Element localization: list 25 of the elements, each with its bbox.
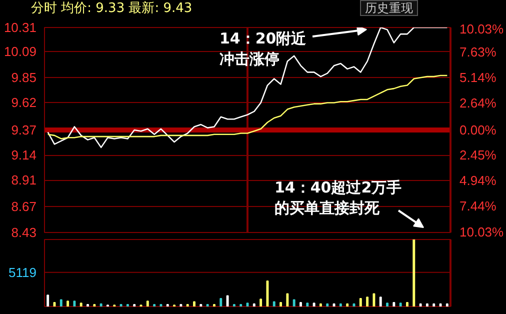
y2-tick-label: 7.63% <box>460 44 497 60</box>
y2-tick-label: 5.14% <box>460 70 497 85</box>
y2-tick-label: 2.45% <box>460 148 497 163</box>
text: 5119 <box>8 264 37 280</box>
line-series <box>47 74 448 140</box>
annotation: 14：40超过2万手的买单直接封死 <box>274 178 402 218</box>
y-tick-label: 10.31 <box>4 20 37 35</box>
y-tick-label: 10.09 <box>4 44 37 59</box>
y2-tick-label: 7.44% <box>460 198 497 214</box>
y2-tick-label: 0.00% <box>460 122 497 138</box>
line-series <box>47 28 448 148</box>
annotation: 14：20附近冲击涨停 <box>220 30 308 68</box>
y2-tick-label: 2.64% <box>460 96 497 111</box>
text: 历史重现 <box>360 0 418 16</box>
y2-tick-label: 10.03% <box>460 22 504 36</box>
y-tick-label: 8.43 <box>11 225 37 240</box>
y-tick-label: 9.37 <box>11 122 37 138</box>
y-tick-label: 9.85 <box>11 70 37 86</box>
y-tick-label: 8.91 <box>11 172 37 188</box>
y2-tick-label: 4.94% <box>460 172 497 188</box>
y2-tick-label: 10.03% <box>460 224 504 240</box>
y-tick-label: 8.67 <box>11 198 37 214</box>
chart-title: 分时 均价: 9.33 最新: 9.43 <box>31 0 192 18</box>
y-tick-label: 9.62 <box>11 95 37 110</box>
y-tick-label: 9.14 <box>11 148 37 163</box>
